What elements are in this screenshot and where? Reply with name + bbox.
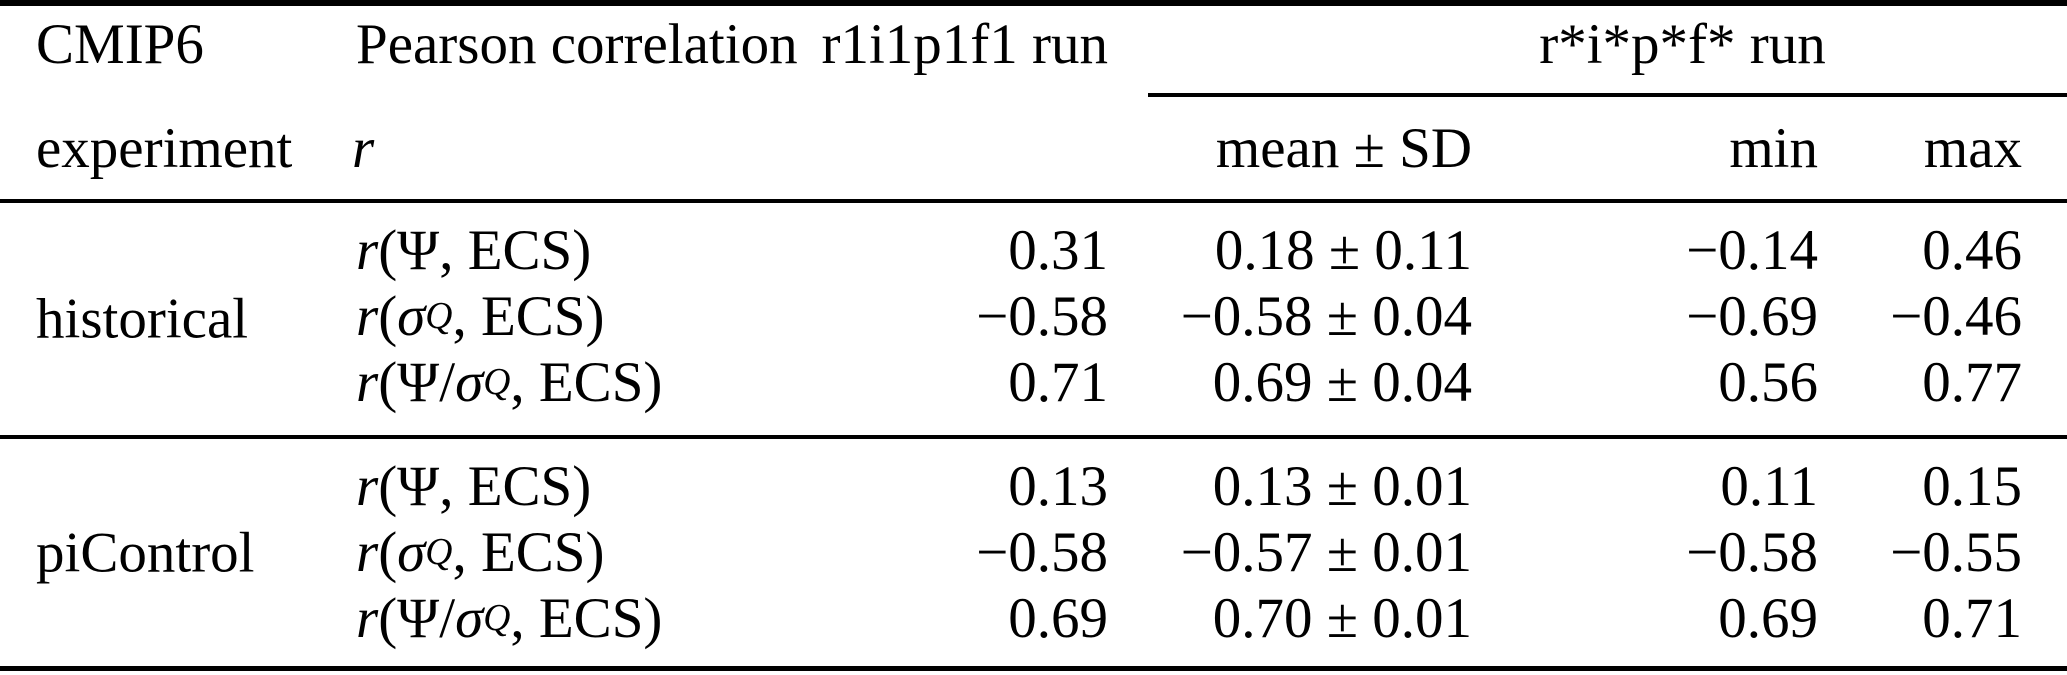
value-r1i1p1f1: 0.69 — [1008, 586, 1108, 650]
value-min: −0.58 — [1686, 520, 1818, 584]
value-min: −0.14 — [1686, 218, 1818, 282]
value-min: −0.69 — [1686, 284, 1818, 348]
experiment-section: historical r (Ψ, ECS) 0.31 0.18 ± 0.11 −0… — [0, 203, 2067, 435]
value-mean-sd: 0.70 ± 0.01 — [1212, 586, 1472, 650]
experiment-section: piControl r (Ψ, ECS) 0.13 0.13 ± 0.01 0.1… — [0, 439, 2067, 666]
value-r1i1p1f1: 0.71 — [1008, 350, 1108, 414]
value-mean-sd: 0.69 ± 0.04 — [1212, 350, 1472, 414]
header-correlation-line1: Pearson correlation — [356, 13, 798, 76]
value-max: 0.46 — [1922, 218, 2022, 282]
value-mean-sd: 0.13 ± 0.01 — [1212, 454, 1472, 518]
value-max: −0.55 — [1890, 520, 2022, 584]
value-r1i1p1f1: 0.13 — [1008, 454, 1108, 518]
correlation-formula: r(σ Q, ECS) — [356, 520, 605, 584]
correlation-formula: r (Ψ/σ Q, ECS) — [356, 586, 663, 650]
table-row: r (Ψ, ECS) 0.31 0.18 ± 0.11 −0.14 0.46 — [0, 217, 2067, 283]
table-row: r(σ Q, ECS) −0.58 −0.58 ± 0.04 −0.69 −0.4… — [0, 283, 2067, 349]
table-bottom-rule — [0, 666, 2067, 671]
value-min: 0.56 — [1718, 350, 1818, 414]
correlation-formula: r(σ Q, ECS) — [356, 284, 605, 348]
table-row: r (Ψ/σ Q, ECS) 0.71 0.69 ± 0.04 0.56 0.77 — [0, 349, 2067, 415]
header-max: max — [1923, 117, 2022, 180]
correlation-formula: r (Ψ, ECS) — [356, 218, 592, 282]
header-correlation-symbol: r — [352, 117, 375, 180]
correlation-formula: r (Ψ/σ Q, ECS) — [356, 350, 663, 414]
table-row: r (Ψ/σ Q, ECS) 0.69 0.70 ± 0.01 0.69 0.71 — [0, 585, 2067, 651]
value-min: 0.11 — [1720, 454, 1818, 518]
experiment-label: historical — [36, 287, 249, 351]
value-r1i1p1f1: 0.31 — [1008, 218, 1108, 282]
correlation-formula: r (Ψ, ECS) — [356, 454, 592, 518]
value-mean-sd: −0.58 ± 0.04 — [1180, 284, 1472, 348]
value-r1i1p1f1: −0.58 — [976, 520, 1108, 584]
header-r1i1p1f1-run: r1i1p1f1 run — [821, 13, 1108, 76]
header-mean-sd: mean ± SD — [1215, 117, 1472, 180]
value-min: 0.69 — [1718, 586, 1818, 650]
header-experiment-line1: CMIP6 — [36, 13, 204, 76]
header-bottom-rule — [0, 199, 2067, 203]
value-mean-sd: −0.57 ± 0.01 — [1180, 520, 1472, 584]
section-divider-rule — [0, 435, 2067, 439]
table-top-rule — [0, 0, 2067, 6]
header-group-run: r*i*p*f* run — [1539, 13, 1826, 76]
value-max: 0.71 — [1922, 586, 2022, 650]
value-mean-sd: 0.18 ± 0.11 — [1214, 218, 1472, 282]
value-max: −0.46 — [1890, 284, 2022, 348]
group-column-rule — [1148, 93, 2067, 97]
header-min: min — [1729, 117, 1818, 180]
header-experiment-line2: experiment — [36, 117, 293, 180]
table-row: r(σ Q, ECS) −0.58 −0.57 ± 0.01 −0.58 −0.5… — [0, 519, 2067, 585]
table-row: r (Ψ, ECS) 0.13 0.13 ± 0.01 0.11 0.15 — [0, 453, 2067, 519]
value-max: 0.77 — [1922, 350, 2022, 414]
value-r1i1p1f1: −0.58 — [976, 284, 1108, 348]
value-max: 0.15 — [1922, 454, 2022, 518]
experiment-label: piControl — [36, 521, 255, 584]
